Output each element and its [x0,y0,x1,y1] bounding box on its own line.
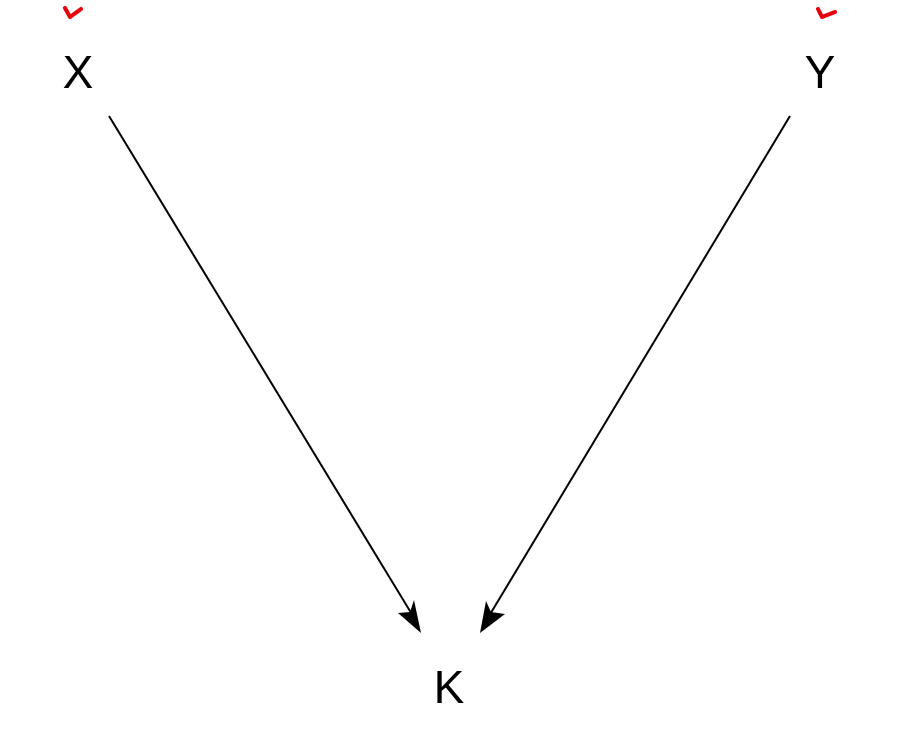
edge-x-to-k-line [108,115,414,617]
edge-x-to-k-arrowhead [398,600,421,633]
node-k-label: K [434,661,465,713]
y-marker-icon [816,7,837,19]
edge-y-to-k-line [488,115,791,617]
node-x-label: X [63,46,94,98]
x-marker-icon [63,6,83,19]
node-y-label: Y [805,46,836,98]
edge-x-to-k [108,115,421,633]
edge-y-to-k-arrowhead [480,601,505,633]
edge-y-to-k [480,115,791,633]
